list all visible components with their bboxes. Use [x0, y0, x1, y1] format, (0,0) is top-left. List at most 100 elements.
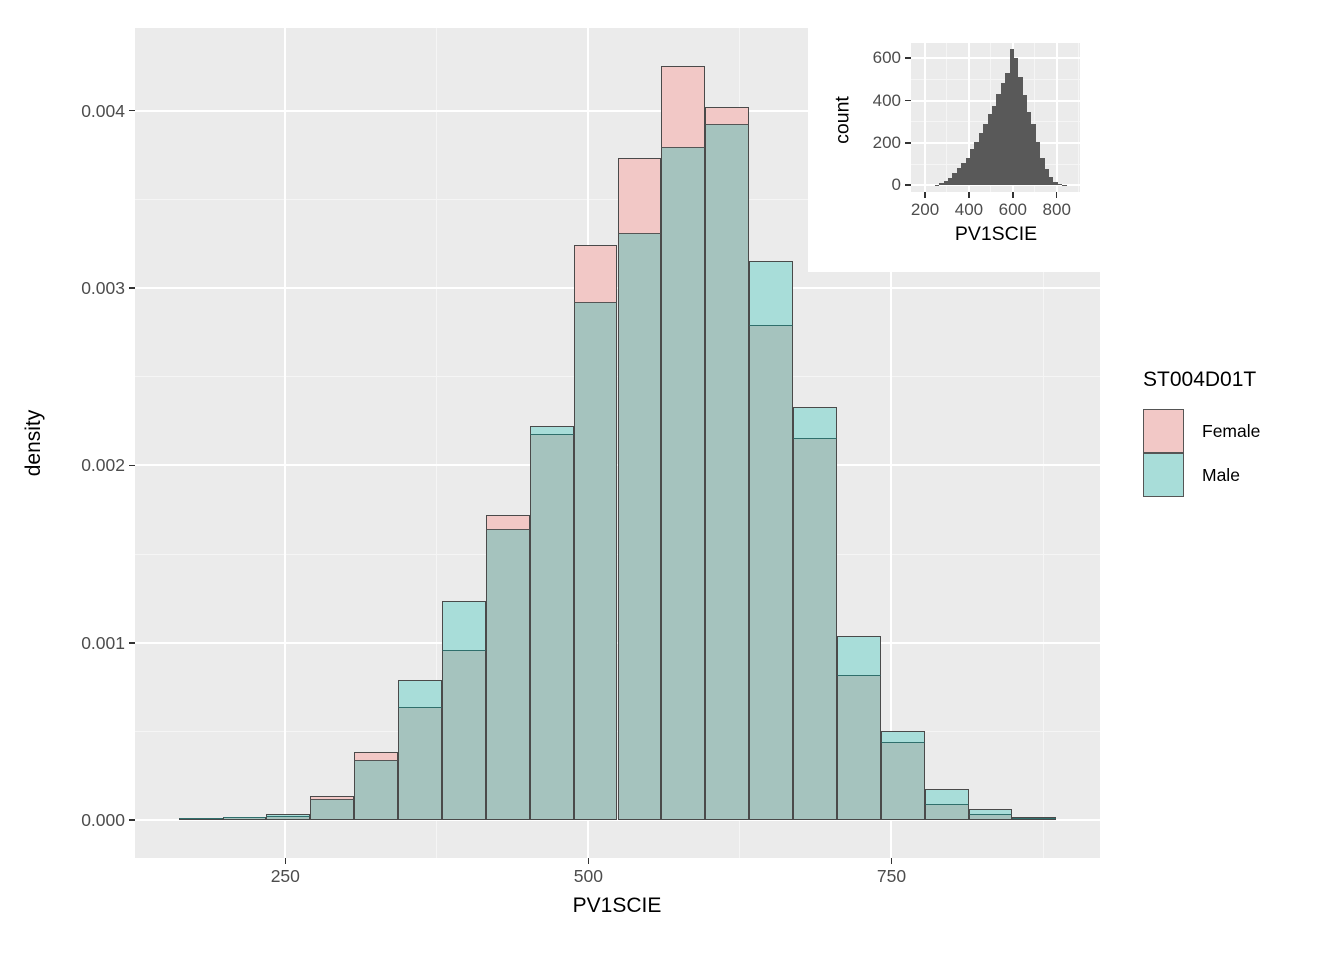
gridline-minor-x [1078, 43, 1080, 192]
x-tick [968, 192, 970, 198]
inset-histogram-bar [1044, 168, 1050, 186]
histogram-bar-male-cap [398, 679, 442, 708]
y-tick [905, 99, 911, 102]
y-tick [905, 57, 911, 59]
histogram-bar-male-cap [1012, 817, 1057, 819]
gridline-major-y [911, 57, 1080, 60]
inset-histogram-bar [1040, 157, 1045, 186]
inset-histogram-bar [952, 172, 957, 186]
histogram-bar-female-cap [573, 245, 618, 303]
gridline-major-x [924, 43, 927, 192]
inset-histogram-bar [987, 114, 992, 186]
y-tick [129, 642, 135, 644]
inset-histogram-bar [1035, 142, 1041, 186]
x-tick-label: 250 [270, 866, 300, 886]
gridline-minor-x [436, 28, 438, 858]
x-tick [587, 858, 590, 864]
y-tick-label: 0.002 [81, 455, 125, 476]
inset-histogram-bar [939, 183, 944, 186]
histogram-bar-male-cap [749, 260, 794, 326]
inset-histogram-bar [983, 124, 988, 186]
histogram-bar-overlap [354, 759, 399, 821]
legend-key-male-swatch [1143, 453, 1184, 497]
gridline-major-x [890, 28, 893, 858]
histogram-bar-overlap [661, 147, 706, 821]
inset-histogram-bar [1053, 182, 1058, 186]
histogram-bar-female-cap [310, 796, 355, 799]
inset-histogram-bar [1013, 57, 1019, 186]
inset-x-axis-title: PV1SCIE [954, 223, 1038, 245]
main-x-axis-title: PV1SCIE [572, 894, 662, 917]
main-y-axis-title: density [22, 409, 45, 477]
inset-histogram-bar [1049, 176, 1054, 186]
inset-histogram-bar [970, 149, 975, 186]
histogram-bar-female-cap [485, 514, 530, 529]
gridline-major-y [135, 109, 1100, 112]
histogram-bar-male-cap [529, 426, 574, 434]
legend-label-male: Male [1202, 464, 1240, 485]
legend-item-female: Female [1143, 409, 1260, 453]
x-tick [284, 858, 287, 864]
histogram-bar-overlap [968, 813, 1013, 821]
gridline-major-y [911, 99, 1080, 102]
legend: ST004D01T Female Male [1143, 368, 1260, 497]
gridline-minor-y [911, 78, 1080, 80]
gridline-minor-x [1042, 28, 1044, 858]
inset-histogram-bar [961, 163, 966, 186]
histogram-bar-male-cap [266, 813, 311, 816]
x-tick [890, 858, 893, 864]
histogram-bar-overlap [705, 123, 750, 821]
histogram-bar-overlap [266, 815, 311, 821]
inset-histogram-bar [1018, 76, 1023, 186]
gridline-major-x [967, 43, 970, 192]
histogram-bar-female-cap [661, 65, 706, 148]
y-tick-label: 0 [891, 175, 901, 195]
histogram-bar-overlap [529, 433, 574, 821]
y-tick [129, 287, 135, 289]
histogram-bar-male-cap [924, 789, 969, 804]
histogram-bar-male-cap [793, 406, 837, 439]
y-tick-label: 0.000 [81, 810, 125, 831]
gridline-major-y [135, 819, 1100, 822]
inset-histogram-bar [1000, 83, 1006, 186]
histogram-bar-overlap [485, 528, 530, 821]
histogram-bar-overlap [441, 649, 486, 821]
histogram-bar-female-cap [354, 751, 399, 760]
x-tick-label: 600 [998, 200, 1028, 219]
inset-histogram-bar [1031, 124, 1036, 186]
inset-histogram-bar [974, 142, 979, 186]
histogram-bar-female-cap [617, 157, 662, 234]
x-tick-label: 200 [910, 200, 940, 219]
y-tick-label: 200 [872, 132, 901, 152]
y-tick [129, 464, 135, 467]
x-tick-label: 800 [1042, 200, 1071, 219]
gridline-minor-x [1034, 43, 1036, 192]
inset-histogram-bar [996, 93, 1001, 186]
histogram-bar-overlap [924, 803, 969, 821]
histogram-bar-overlap [836, 674, 881, 821]
histogram-bar-female-cap [705, 106, 750, 124]
histogram-bar-overlap [222, 816, 267, 821]
x-tick [1055, 192, 1058, 198]
legend-item-male: Male [1143, 453, 1260, 497]
inset-histogram-bar [948, 178, 953, 186]
legend-title: ST004D01T [1143, 368, 1257, 391]
inset-histogram-bar [1005, 72, 1010, 186]
histogram-bar-overlap [398, 707, 442, 821]
legend-label-female: Female [1202, 420, 1261, 441]
inset-histogram-bar [943, 181, 949, 186]
inset-histogram-bar [1027, 111, 1032, 186]
y-tick-label: 600 [872, 48, 901, 68]
histogram-bar-overlap [617, 233, 662, 821]
gridline-major-x [1055, 43, 1058, 192]
y-tick [905, 142, 911, 144]
y-tick-label: 0.004 [81, 100, 125, 121]
inset-histogram-bar [956, 168, 962, 186]
inset-histogram-bar [991, 106, 997, 186]
y-tick-label: 0.003 [81, 277, 125, 298]
histogram-bar-overlap [880, 742, 925, 821]
inset-y-axis-title: count [831, 96, 854, 144]
inset-histogram-bar [934, 184, 940, 186]
histogram-bar-male-cap [880, 730, 925, 743]
